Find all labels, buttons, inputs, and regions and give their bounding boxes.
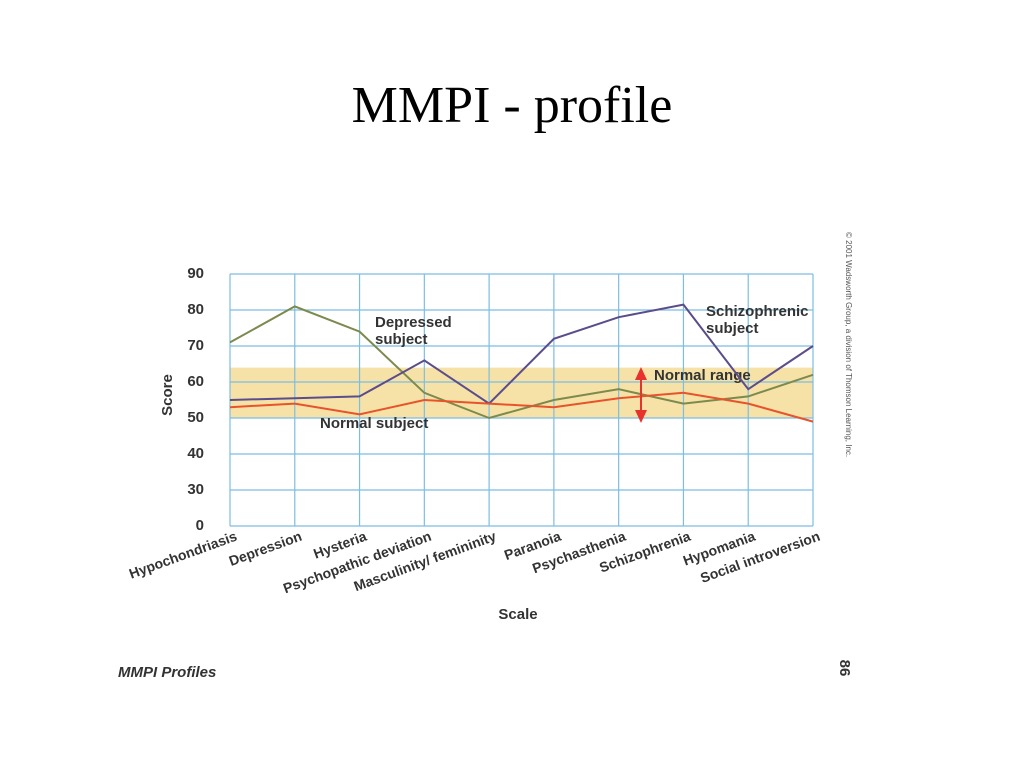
series-line bbox=[229, 391, 814, 423]
y-tick-label: 90 bbox=[187, 265, 204, 282]
plot: 0 30 40 50 60 70 80 90 HypochondriasisDepression… bbox=[127, 265, 822, 596]
normal-range-label: Normal range bbox=[654, 367, 751, 384]
series-label: Depressed subject bbox=[375, 314, 452, 348]
x-tick-label: Hypochondriasis bbox=[127, 528, 239, 582]
arrow-up bbox=[635, 367, 647, 380]
y-tick-label: 0 bbox=[196, 517, 204, 534]
y-tick-label: 60 bbox=[187, 373, 204, 390]
series-label: Normal subject bbox=[320, 415, 428, 432]
series-line bbox=[229, 303, 814, 405]
y-tick-label: 30 bbox=[187, 481, 204, 498]
series-line bbox=[229, 305, 814, 420]
page-number: 86 bbox=[836, 660, 853, 677]
y-tick-label: 40 bbox=[187, 445, 204, 462]
copyright: © 2001 Wadsworth Group, a division of Th… bbox=[844, 232, 853, 457]
arrow-down bbox=[635, 410, 647, 423]
y-tick-label: 50 bbox=[187, 409, 204, 426]
x-tick-label: Depression bbox=[227, 528, 304, 569]
slide-title: MMPI - profile bbox=[352, 77, 673, 134]
x-axis-label: Scale bbox=[498, 606, 537, 623]
figure-caption: MMPI Profiles bbox=[118, 664, 216, 681]
y-tick-label: 80 bbox=[187, 301, 204, 318]
y-tick-label: 70 bbox=[187, 337, 204, 354]
y-axis-label: Score bbox=[159, 374, 176, 416]
series-label: Schizophrenic subject bbox=[706, 303, 809, 337]
